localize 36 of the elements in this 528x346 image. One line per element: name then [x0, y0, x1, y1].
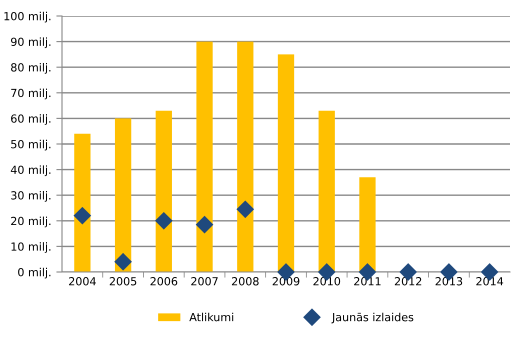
point — [155, 212, 172, 230]
x-tick-label: 2010 — [313, 277, 340, 286]
y-tick-label: 100 milj. — [4, 12, 50, 23]
legend-label: Atlikumi — [189, 312, 234, 322]
x-tick-label: 2012 — [394, 277, 422, 286]
point — [196, 216, 214, 234]
y-tick-label: 80 milj. — [11, 62, 50, 74]
x-tick-label: 2005 — [110, 277, 136, 286]
x-tick-label: 2006 — [150, 277, 178, 286]
x-tick-label: 2014 — [476, 277, 504, 286]
bar — [156, 110, 172, 272]
y-tick-label: 70 milj. — [11, 88, 50, 100]
y-tick-label: 0 milj. — [18, 268, 50, 279]
bar — [359, 177, 376, 272]
point — [114, 253, 132, 270]
y-tick-label: 90 milj. — [11, 37, 50, 48]
y-tick-label: 30 milj. — [11, 190, 50, 202]
legend-label: Jaunās izlaides — [331, 312, 414, 324]
bar — [237, 42, 254, 272]
x-tick-label: 2008 — [232, 277, 259, 286]
y-tick-label: 10 milj. — [12, 242, 50, 253]
bar — [114, 118, 132, 272]
point — [236, 200, 254, 218]
y-tick-label: 50 milj. — [11, 140, 50, 151]
bar — [74, 134, 91, 272]
bar — [278, 54, 294, 272]
x-tick-label: 2007 — [191, 277, 218, 286]
x-tick-label: 2004 — [69, 277, 96, 286]
y-tick-label: 60 milj. — [11, 114, 50, 125]
bar — [196, 42, 213, 272]
y-tick-label: 20 milj. — [11, 216, 50, 228]
bar — [318, 110, 335, 272]
x-tick-label: 2013 — [436, 277, 462, 286]
y-tick-label: 40 milj. — [10, 165, 50, 176]
x-tick-label: 2009 — [272, 277, 300, 286]
point — [74, 207, 91, 224]
